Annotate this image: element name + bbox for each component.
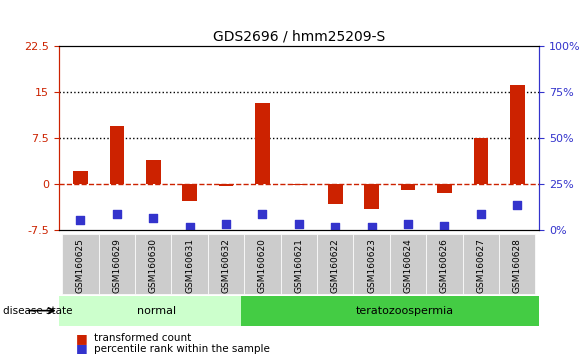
FancyBboxPatch shape (463, 234, 499, 294)
FancyBboxPatch shape (244, 234, 281, 294)
Text: GSM160629: GSM160629 (113, 239, 121, 293)
Point (440, 223, 449, 229)
FancyBboxPatch shape (353, 234, 390, 294)
Bar (73, 171, 88, 184)
FancyBboxPatch shape (241, 296, 539, 326)
Text: GSM160624: GSM160624 (404, 239, 413, 293)
Bar (328, 184, 343, 204)
Text: GSM160628: GSM160628 (513, 239, 522, 293)
FancyBboxPatch shape (317, 234, 353, 294)
Bar (255, 103, 270, 184)
Text: normal: normal (137, 306, 176, 316)
Text: GSM160622: GSM160622 (331, 239, 340, 293)
Text: GSM160631: GSM160631 (185, 239, 194, 293)
FancyBboxPatch shape (59, 296, 241, 326)
Text: GSM160630: GSM160630 (149, 239, 158, 293)
Point (513, 202, 522, 208)
Bar (292, 184, 306, 185)
Point (149, 215, 158, 221)
Point (258, 211, 267, 217)
Bar (510, 85, 524, 184)
FancyBboxPatch shape (390, 234, 426, 294)
Bar (219, 184, 233, 186)
Title: GDS2696 / hmm25209-S: GDS2696 / hmm25209-S (213, 29, 385, 44)
Point (222, 221, 231, 227)
Point (185, 224, 195, 230)
Text: GSM160620: GSM160620 (258, 239, 267, 293)
FancyBboxPatch shape (172, 234, 208, 294)
Bar (146, 160, 161, 184)
Text: GSM160621: GSM160621 (294, 239, 304, 293)
Text: GSM160627: GSM160627 (476, 239, 485, 293)
Bar (437, 184, 452, 193)
Bar (401, 184, 415, 190)
Bar (473, 138, 488, 184)
FancyBboxPatch shape (208, 234, 244, 294)
Point (112, 212, 121, 217)
Text: teratozoospermia: teratozoospermia (355, 306, 454, 316)
Point (403, 221, 413, 227)
FancyBboxPatch shape (499, 234, 536, 294)
Text: GSM160623: GSM160623 (367, 239, 376, 293)
Text: GSM160632: GSM160632 (222, 239, 230, 293)
Text: ■: ■ (76, 342, 88, 354)
Text: GSM160626: GSM160626 (440, 239, 449, 293)
Point (76, 217, 85, 223)
Point (367, 224, 376, 230)
Point (476, 211, 486, 217)
Bar (110, 126, 124, 184)
Point (294, 221, 304, 227)
FancyBboxPatch shape (281, 234, 317, 294)
Bar (364, 184, 379, 209)
FancyBboxPatch shape (98, 234, 135, 294)
Bar (182, 184, 197, 201)
Text: percentile rank within the sample: percentile rank within the sample (94, 344, 270, 354)
FancyBboxPatch shape (426, 234, 463, 294)
Text: GSM160625: GSM160625 (76, 239, 85, 293)
Text: disease state: disease state (3, 306, 73, 316)
Text: transformed count: transformed count (94, 333, 191, 343)
Text: ■: ■ (76, 332, 88, 344)
Point (331, 224, 340, 230)
FancyBboxPatch shape (135, 234, 172, 294)
FancyBboxPatch shape (62, 234, 98, 294)
